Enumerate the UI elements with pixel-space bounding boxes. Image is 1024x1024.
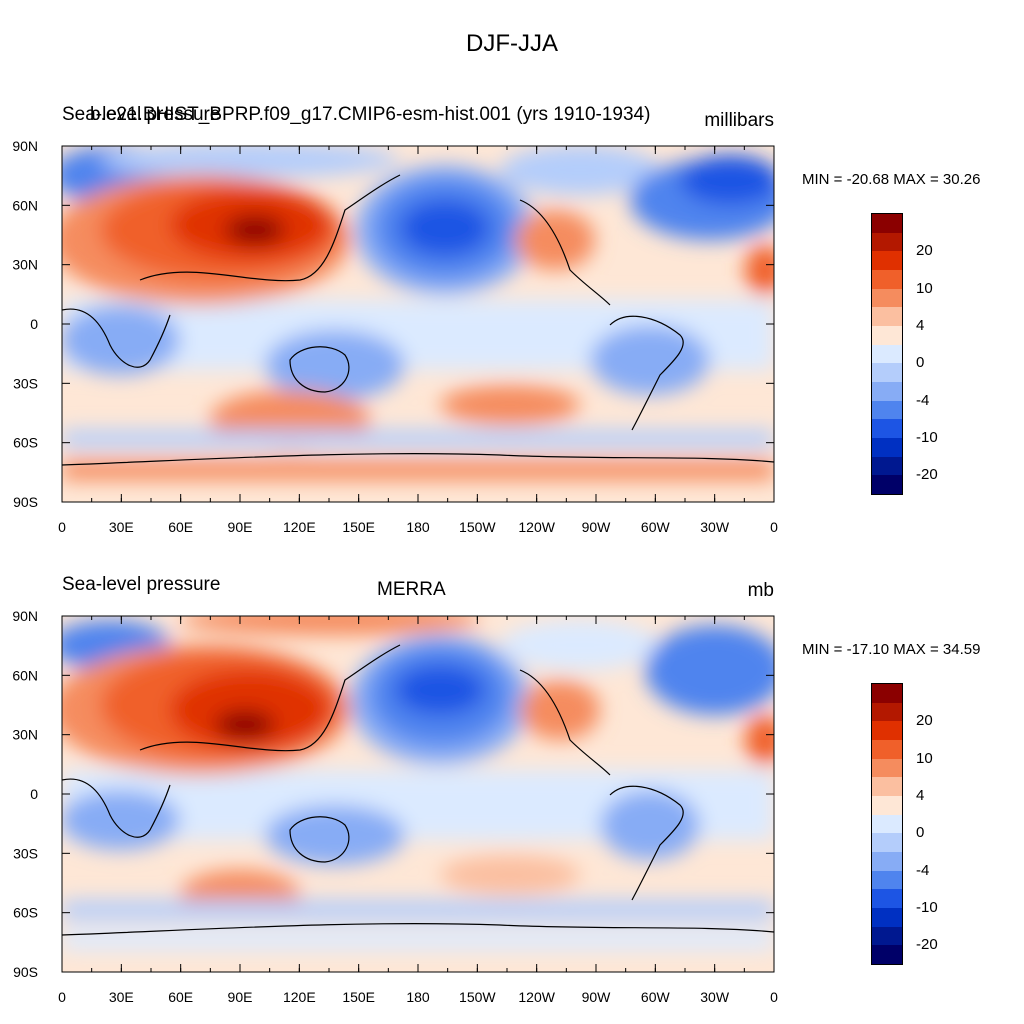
panel2-x-tick-label: 180 xyxy=(406,989,430,1005)
colorbar-tick-label: 10 xyxy=(916,279,933,297)
colorbar-swatch xyxy=(872,214,902,235)
panel2-x-tick-label: 0 xyxy=(58,989,66,1005)
panel1-x-tick-label: 180 xyxy=(406,519,430,535)
colorbar-swatch xyxy=(872,777,902,798)
colorbar-tick-label: 4 xyxy=(916,787,925,804)
panel2-x-tick-label: 30W xyxy=(700,989,730,1005)
panel1-x-tick-label: 0 xyxy=(770,519,778,535)
panel2-x-tick-label: 30E xyxy=(109,989,134,1005)
panel1-map: 0 30E 60E 90E 120E 150E 180 150W 120W 90W 60W 30W 0 9… xyxy=(12,138,778,535)
colorbar-swatch xyxy=(872,908,902,929)
panel1-x-tick-label: 90E xyxy=(228,519,253,535)
colorbar-tick-label: -10 xyxy=(916,429,938,446)
panel2-y-tick-label: 30S xyxy=(13,845,38,861)
panel2-y-tick-label: 60N xyxy=(12,667,38,683)
panel2-case-label: MERRA xyxy=(377,579,446,600)
colorbar-swatch xyxy=(872,870,902,891)
panel2-variable-label: Sea-level pressure xyxy=(62,574,221,595)
panel1-x-tick-label: 120E xyxy=(283,519,316,535)
colorbar-swatch xyxy=(872,382,902,403)
colorbar-swatch xyxy=(872,475,902,495)
panel2-axis-ticks: 0 30E 60E 90E 120E 150E 180 150W 120W 90W 60W 30W 0 9… xyxy=(12,608,778,1005)
colorbar-swatch xyxy=(872,438,902,459)
colorbar-swatch xyxy=(872,400,902,421)
colorbar-swatch xyxy=(872,721,902,742)
panel1-colorbar xyxy=(871,213,903,495)
colorbar-swatch xyxy=(872,251,902,272)
colorbar-tick-label: 20 xyxy=(916,242,933,260)
colorbar-tick-label: -20 xyxy=(916,466,938,484)
panel2-x-tick-label: 90E xyxy=(228,989,253,1005)
panel2-x-tick-label: 0 xyxy=(770,989,778,1005)
colorbar-swatch xyxy=(872,684,902,705)
figure-title: DJF-JJA xyxy=(466,30,558,57)
colorbar-swatch xyxy=(872,702,902,723)
colorbar-tick-label: 0 xyxy=(916,354,925,372)
panel1-variable-label: Sea-level pressure xyxy=(62,104,221,125)
panel1-y-tick-label: 30N xyxy=(12,257,38,273)
panel2-x-tick-label: 150W xyxy=(459,989,496,1005)
panel1-y-tick-label: 30S xyxy=(13,375,38,391)
colorbar-swatch xyxy=(872,326,902,347)
colorbar-swatch xyxy=(872,889,902,910)
panel2-y-tick-label: 60S xyxy=(13,905,38,921)
colorbar-tick-label: -20 xyxy=(916,936,938,954)
colorbar-swatch xyxy=(872,758,902,779)
panel1-case-label: b.e21.BHIST_BPRP.f09_g17.CMIP6-esm-hist.… xyxy=(90,104,651,125)
panel2-y-tick-label: 90S xyxy=(13,964,38,980)
panel2-colorbar xyxy=(871,683,903,965)
panel1-x-tick-label: 0 xyxy=(58,519,66,535)
panel2-y-tick-label: 90N xyxy=(12,608,38,624)
colorbar-swatch xyxy=(872,796,902,817)
panel1-x-tick-label: 30E xyxy=(109,519,134,535)
panel2-x-tick-label: 90W xyxy=(582,989,612,1005)
colorbar-tick-label: -10 xyxy=(916,899,938,916)
colorbar-swatch xyxy=(872,288,902,309)
panel1-x-tick-label: 150E xyxy=(342,519,375,535)
panel2-x-tick-label: 150E xyxy=(342,989,375,1005)
panel2-y-tick-label: 0 xyxy=(30,786,38,802)
panel1-x-tick-label: 150W xyxy=(459,519,496,535)
panel2-y-tick-label: 30N xyxy=(12,727,38,743)
panel1-axis-ticks: 0 30E 60E 90E 120E 150E 180 150W 120W 90W 60W 30W 0 9… xyxy=(12,138,778,535)
panel1-y-tick-label: 0 xyxy=(30,316,38,332)
colorbar-swatch xyxy=(872,307,902,328)
colorbar-swatch xyxy=(872,814,902,835)
panel1-y-tick-label: 90S xyxy=(13,494,38,510)
panel2-x-tick-label: 120W xyxy=(518,989,555,1005)
colorbar-tick-label: 10 xyxy=(916,749,933,767)
colorbar-swatch xyxy=(872,456,902,477)
panel1-minmax: MIN = -20.68 MAX = 30.26 xyxy=(802,171,981,188)
colorbar-swatch xyxy=(872,833,902,854)
panel1-y-tick-label: 90N xyxy=(12,138,38,154)
colorbar-swatch xyxy=(872,740,902,761)
panel1-y-tick-label: 60N xyxy=(12,197,38,213)
colorbar-tick-label: 20 xyxy=(916,712,933,730)
panel1-x-tick-label: 60W xyxy=(641,519,671,535)
panel1-y-tick-label: 60S xyxy=(13,435,38,451)
colorbar-tick-label: 4 xyxy=(916,317,925,334)
colorbar-swatch xyxy=(872,419,902,440)
colorbar-swatch xyxy=(872,363,902,384)
colorbar-swatch xyxy=(872,945,902,965)
panel1-x-tick-label: 120W xyxy=(518,519,555,535)
panel2-x-tick-label: 60W xyxy=(641,989,671,1005)
panel2-map: 0 30E 60E 90E 120E 150E 180 150W 120W 90W 60W 30W 0 9… xyxy=(12,608,778,1005)
colorbar-swatch xyxy=(872,926,902,947)
panel2-x-tick-label: 60E xyxy=(168,989,193,1005)
panel1-units-label: millibars xyxy=(704,110,774,131)
panel2-minmax: MIN = -17.10 MAX = 34.59 xyxy=(802,641,981,658)
colorbar-swatch xyxy=(872,852,902,873)
colorbar-swatch xyxy=(872,270,902,291)
panel1-x-tick-label: 60E xyxy=(168,519,193,535)
panel2-x-tick-label: 120E xyxy=(283,989,316,1005)
panel2-units-label: mb xyxy=(747,580,774,601)
colorbar-tick-label: 0 xyxy=(916,824,925,842)
colorbar-swatch xyxy=(872,232,902,253)
colorbar-tick-label: -4 xyxy=(916,391,930,409)
colorbar-swatch xyxy=(872,344,902,365)
colorbar-tick-label: -4 xyxy=(916,861,930,879)
panel1-x-tick-label: 30W xyxy=(700,519,730,535)
panel1-x-tick-label: 90W xyxy=(582,519,612,535)
